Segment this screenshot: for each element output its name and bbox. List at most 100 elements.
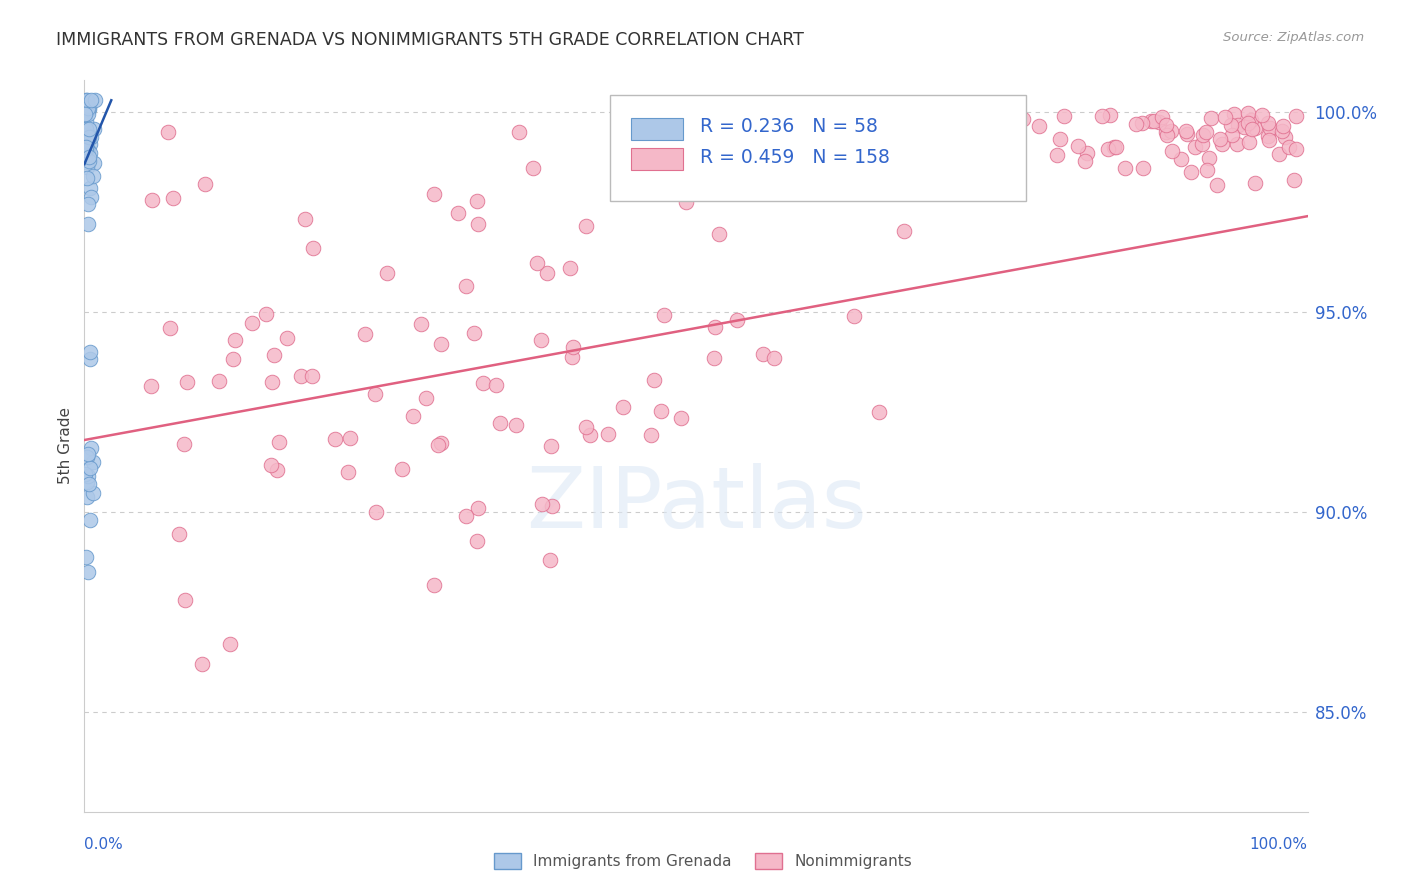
Point xyxy=(1130,116,1153,130)
Point xyxy=(79,345,101,359)
Point xyxy=(402,409,425,424)
Point xyxy=(596,426,619,441)
Point xyxy=(454,279,477,293)
Point xyxy=(762,351,785,365)
Point xyxy=(1097,142,1119,156)
FancyBboxPatch shape xyxy=(610,95,1026,201)
Point xyxy=(536,267,558,281)
Point xyxy=(1208,132,1230,146)
Point xyxy=(575,419,598,434)
Point xyxy=(893,224,915,238)
Point xyxy=(575,219,598,233)
Point xyxy=(353,327,375,342)
Point xyxy=(1160,124,1182,138)
Point xyxy=(1198,152,1220,166)
Point xyxy=(294,211,316,226)
Point xyxy=(643,373,665,387)
Point xyxy=(1195,125,1218,139)
Point xyxy=(79,351,101,366)
Point xyxy=(77,121,100,136)
Point xyxy=(76,93,98,107)
Point xyxy=(267,435,290,450)
Point xyxy=(75,136,97,150)
Point xyxy=(159,321,181,335)
Point xyxy=(538,553,561,567)
Point xyxy=(529,333,551,347)
Point xyxy=(1132,161,1154,175)
Point xyxy=(79,461,101,475)
Point xyxy=(508,125,530,139)
Point xyxy=(454,509,477,524)
Point xyxy=(224,333,246,347)
Point xyxy=(75,143,97,157)
Point xyxy=(675,194,697,209)
Point xyxy=(75,139,97,153)
Point xyxy=(415,391,437,405)
Point xyxy=(1150,111,1173,125)
Point xyxy=(263,348,285,362)
Point xyxy=(77,447,100,461)
Point xyxy=(79,513,101,527)
Point xyxy=(654,308,676,322)
Point xyxy=(560,261,582,276)
Point xyxy=(82,454,104,468)
Point xyxy=(80,93,103,107)
Point xyxy=(1102,140,1125,154)
Point xyxy=(1213,110,1236,124)
Point xyxy=(173,593,195,607)
Point xyxy=(75,154,97,169)
Point xyxy=(1143,114,1166,128)
Point xyxy=(141,194,163,208)
Point xyxy=(77,150,100,164)
Point xyxy=(77,130,100,145)
Point xyxy=(1098,108,1121,122)
Point xyxy=(79,145,101,160)
Point xyxy=(83,122,105,136)
Point xyxy=(77,196,100,211)
Point xyxy=(75,143,97,157)
Point xyxy=(1046,147,1069,161)
Point xyxy=(173,437,195,451)
Point xyxy=(1170,152,1192,166)
Point xyxy=(1049,132,1071,146)
Point xyxy=(1257,129,1279,144)
Point xyxy=(1184,140,1206,154)
Point xyxy=(76,475,98,489)
Point xyxy=(1053,109,1076,123)
Y-axis label: 5th Grade: 5th Grade xyxy=(58,408,73,484)
Text: ZIPatlas: ZIPatlas xyxy=(526,463,866,546)
Point xyxy=(391,462,413,476)
Point xyxy=(1237,116,1260,130)
Point xyxy=(208,375,231,389)
Point xyxy=(426,438,449,452)
Point xyxy=(76,103,98,118)
Text: 100.0%: 100.0% xyxy=(1250,838,1308,853)
Point xyxy=(375,266,398,280)
Point xyxy=(423,186,446,201)
Point xyxy=(1258,121,1281,136)
Point xyxy=(366,505,388,519)
Point xyxy=(302,241,325,255)
Point xyxy=(254,308,277,322)
Point xyxy=(1237,106,1260,120)
Text: 0.0%: 0.0% xyxy=(84,838,124,853)
Point xyxy=(1257,116,1279,130)
Point xyxy=(301,369,323,384)
Point xyxy=(1191,136,1213,151)
Point xyxy=(194,178,217,192)
Point xyxy=(463,326,485,341)
Point xyxy=(75,134,97,148)
Point xyxy=(612,400,634,414)
Point xyxy=(73,122,96,136)
Point xyxy=(260,376,283,390)
Point xyxy=(1104,139,1126,153)
Point xyxy=(1154,118,1177,132)
Point xyxy=(1125,117,1147,131)
Point xyxy=(530,497,553,511)
Point xyxy=(290,369,312,384)
Point xyxy=(139,379,162,393)
Point xyxy=(1274,130,1296,145)
Point xyxy=(77,476,100,491)
Point xyxy=(707,227,730,241)
Point xyxy=(76,99,98,113)
